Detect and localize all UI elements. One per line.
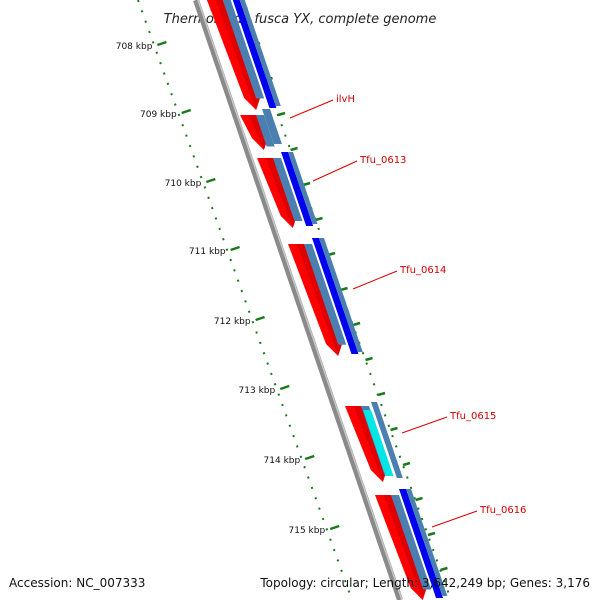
genome-summary-text: Topology: circular; Length: 3,642,249 bp… bbox=[259, 576, 590, 590]
ruler-tick: 712 kbp bbox=[214, 315, 265, 327]
ruler-tick-label: 710 kbp bbox=[165, 179, 202, 189]
ruler-tick: 714 kbp bbox=[264, 454, 315, 466]
ruler-minor-tick bbox=[302, 181, 311, 187]
gene-feature-alt bbox=[363, 410, 394, 476]
gene-feature bbox=[256, 115, 275, 147]
ruler-minor-tick bbox=[440, 566, 448, 572]
cds-feature bbox=[288, 244, 343, 356]
cds-feature bbox=[240, 115, 268, 150]
ruler-tick-label: 708 kbp bbox=[116, 42, 153, 52]
gene-label: Tfu_0615 bbox=[449, 411, 496, 422]
gene-label: ilvH bbox=[336, 94, 355, 105]
gene-label: Tfu_0613 bbox=[359, 155, 406, 166]
cds-feature-shade bbox=[215, 0, 261, 110]
ruler-minor-tick bbox=[315, 216, 323, 222]
gene-feature bbox=[288, 152, 318, 224]
cds-feature bbox=[375, 495, 427, 600]
gene-feature bbox=[239, 0, 281, 106]
cds-feature-shade bbox=[265, 158, 297, 228]
gene-feature-strand bbox=[232, 0, 277, 108]
gene-label-group: Tfu_0614 bbox=[352, 265, 446, 290]
ruler-minor-tick bbox=[427, 531, 436, 537]
ruler-minor-tick bbox=[377, 391, 386, 397]
gene-label-group: Tfu_0613 bbox=[312, 155, 406, 182]
gene-feature bbox=[222, 0, 265, 99]
gene-feature-strand bbox=[399, 489, 444, 598]
ruler-tick: 711 kbp bbox=[189, 245, 241, 257]
ruler-ticks: 708 kbp 709 kbp 710 kbp 711 kbp 712 kbp 713 k… bbox=[116, 6, 448, 572]
gene-feature bbox=[319, 238, 363, 352]
ruler-tick-label: 709 kbp bbox=[140, 110, 177, 120]
ruler-minor-tick bbox=[352, 321, 361, 327]
gene-label-leader bbox=[352, 270, 398, 290]
gene-feature bbox=[304, 244, 347, 345]
gene-feature-strand bbox=[281, 152, 314, 226]
cds-feature-shade bbox=[383, 495, 427, 600]
gene-label-leader bbox=[312, 160, 358, 182]
gene-feature bbox=[406, 489, 448, 596]
ruler-tick: 710 kbp bbox=[165, 177, 216, 189]
cds-feature bbox=[206, 0, 261, 110]
ruler-minor-tick bbox=[340, 286, 348, 292]
ruler-tick: 708 kbp bbox=[116, 40, 167, 52]
cds-feature bbox=[345, 406, 387, 482]
ruler-minor-tick bbox=[290, 146, 298, 152]
ruler-minor-tick bbox=[277, 111, 286, 117]
ruler-tick-label: 711 kbp bbox=[189, 247, 226, 257]
accession-text: Accession: NC_007333 bbox=[9, 576, 145, 590]
cds-feature-shade bbox=[353, 406, 387, 482]
gene-feature-strand bbox=[312, 238, 359, 354]
gene-label-leader bbox=[401, 416, 448, 434]
ruler-tick: 715 kbp bbox=[289, 524, 340, 536]
gene-label-group: Tfu_0616 bbox=[431, 505, 526, 528]
cds-feature-shade bbox=[296, 244, 343, 356]
gene-label-group: Tfu_0615 bbox=[401, 411, 496, 434]
gene-feature bbox=[391, 495, 432, 590]
ruler-tick-label: 714 kbp bbox=[264, 456, 301, 466]
gene-label: Tfu_0616 bbox=[479, 505, 526, 516]
gene-feature bbox=[273, 158, 303, 221]
gene-labels: ilvH Tfu_0613 Tfu_0614 Tfu_0615 Tfu_0616 bbox=[289, 94, 526, 528]
ruler-minor-tick bbox=[390, 426, 398, 432]
ruler-minor-tick bbox=[415, 496, 423, 502]
ruler-minor-tick bbox=[402, 461, 411, 467]
gene-label: Tfu_0614 bbox=[399, 265, 446, 276]
gene-feature bbox=[371, 402, 403, 478]
feature-tracks bbox=[206, 0, 448, 600]
ruler-tick: 713 kbp bbox=[239, 384, 290, 396]
gene-label-group: ilvH bbox=[289, 94, 355, 119]
cds-feature-shade bbox=[248, 115, 268, 150]
genome-backbone bbox=[193, 0, 403, 600]
cds-feature bbox=[257, 158, 297, 228]
ruler-tick-label: 715 kbp bbox=[289, 526, 326, 536]
ruler-tick: 709 kbp bbox=[140, 108, 192, 120]
ruler-tick-label: 713 kbp bbox=[239, 386, 276, 396]
gene-label-leader bbox=[431, 510, 478, 528]
gene-label-leader bbox=[289, 99, 334, 119]
ruler-minor-tick bbox=[365, 356, 373, 362]
gene-feature bbox=[262, 109, 282, 144]
ruler-tick-label: 712 kbp bbox=[214, 317, 251, 327]
